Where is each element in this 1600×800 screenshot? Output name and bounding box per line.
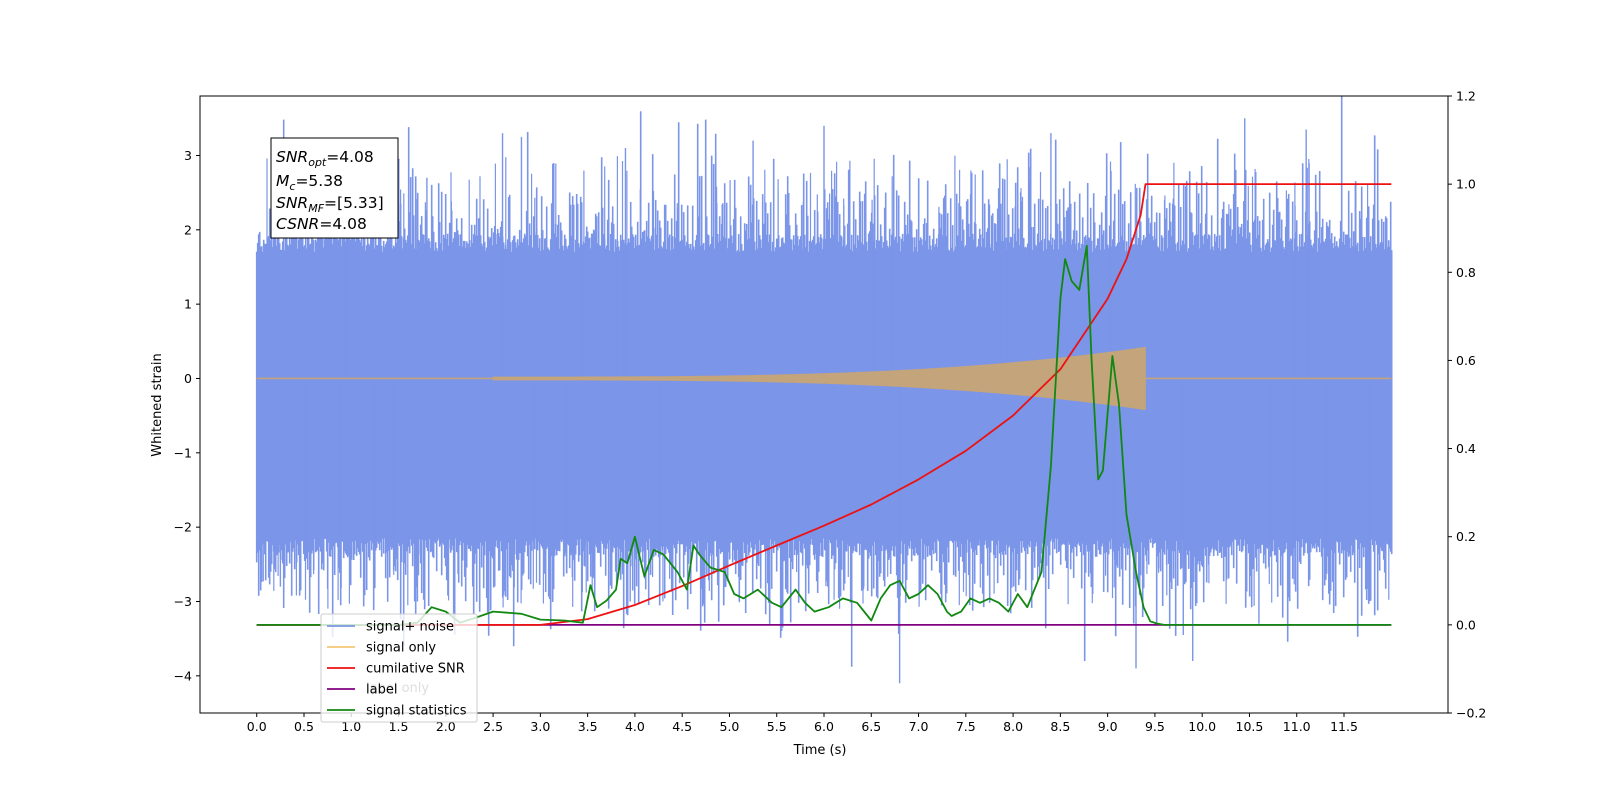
y2-tick-label: 0.0 bbox=[1456, 617, 1476, 632]
stats-annotation-box: SNRopt=4.08 Mc=5.38 SNRMF=[5.33] CSNR=4.… bbox=[270, 137, 399, 239]
x-tick-label: 7.5 bbox=[956, 719, 976, 734]
y-tick-label: −2 bbox=[174, 520, 192, 535]
x-tick-label: 0.0 bbox=[247, 719, 267, 734]
y2-tick-label: 0.4 bbox=[1456, 441, 1476, 456]
y2-tick-label: −0.2 bbox=[1456, 706, 1486, 721]
annotation-snr-opt: SNRopt=4.08 bbox=[276, 148, 374, 169]
signal-statistics-line bbox=[256, 244, 1392, 626]
y-axis-ticks: 3 2 1 0 −1 −2 −3 −4 bbox=[174, 148, 200, 683]
annotation-snr-mf: SNRMF=[5.33] bbox=[276, 194, 384, 215]
noise-excursions bbox=[262, 155, 1390, 609]
x-tick-label: 7.0 bbox=[909, 719, 929, 734]
legend-entry: label bbox=[366, 683, 397, 698]
y-axis-label: Whitened strain bbox=[150, 353, 165, 456]
x-tick-label: 5.0 bbox=[720, 719, 740, 734]
x-tick-label: 1.5 bbox=[389, 719, 409, 734]
x-tick-label: 1.0 bbox=[341, 719, 361, 734]
annotation-mc: Mc=5.38 bbox=[276, 172, 343, 193]
legend: label only signal+ noise signal only cumil… bbox=[320, 613, 478, 723]
y-tick-label: −1 bbox=[174, 445, 192, 460]
x-axis-ticks: 0.0 0.5 1.0 1.5 2.0 2.5 3.0 3.5 4.0 4.5 5.0 5.5 6.0 6… bbox=[247, 713, 1358, 734]
y-tick-label: 2 bbox=[184, 222, 192, 237]
y2-tick-label: 1.0 bbox=[1456, 177, 1476, 192]
x-tick-label: 2.0 bbox=[436, 719, 456, 734]
y2-tick-label: 1.2 bbox=[1456, 89, 1476, 104]
x-tick-label: 10.5 bbox=[1236, 719, 1264, 734]
x-tick-label: 10.0 bbox=[1188, 719, 1216, 734]
y-tick-label: −3 bbox=[174, 594, 192, 609]
x-tick-label: 4.5 bbox=[672, 719, 692, 734]
x-tick-label: 8.0 bbox=[1003, 719, 1023, 734]
x-tick-label: 3.5 bbox=[578, 719, 598, 734]
legend-entry: signal statistics bbox=[366, 704, 467, 719]
y2-tick-label: 0.2 bbox=[1456, 529, 1476, 544]
x-tick-label: 4.0 bbox=[625, 719, 645, 734]
signal-only-series bbox=[256, 346, 1392, 411]
x-axis-label: Time (s) bbox=[793, 743, 847, 758]
x-tick-label: 9.5 bbox=[1145, 719, 1165, 734]
x-tick-label: 11.5 bbox=[1330, 719, 1358, 734]
signal-plus-noise-series bbox=[255, 96, 1393, 684]
annotation-csnr: CSNR=4.08 bbox=[276, 215, 367, 233]
y2-tick-label: 0.6 bbox=[1456, 353, 1476, 368]
noise-spikes bbox=[279, 118, 1307, 684]
y-tick-label: 3 bbox=[184, 148, 192, 163]
cumulative-snr-line bbox=[256, 183, 1392, 626]
x-tick-label: 3.0 bbox=[530, 719, 550, 734]
y-tick-label: 1 bbox=[184, 297, 192, 312]
y-tick-label: −4 bbox=[174, 668, 192, 683]
y-tick-label: 0 bbox=[184, 371, 192, 386]
x-tick-label: 6.5 bbox=[861, 719, 881, 734]
x-tick-label: 8.5 bbox=[1050, 719, 1070, 734]
legend-entry: signal+ noise bbox=[366, 620, 454, 635]
legend-entry: signal only bbox=[366, 641, 436, 656]
legend-hidden-entry: label only bbox=[366, 681, 429, 696]
x-tick-label: 6.0 bbox=[814, 719, 834, 734]
x-tick-label: 2.5 bbox=[483, 719, 503, 734]
x-tick-label: 5.5 bbox=[767, 719, 787, 734]
x-tick-label: 11.0 bbox=[1283, 719, 1311, 734]
y2-axis-ticks: 1.2 1.0 0.8 0.6 0.4 0.2 0.0 −0.2 bbox=[1448, 89, 1486, 721]
legend-entry: cumilative SNR bbox=[366, 662, 465, 677]
x-tick-label: 9.0 bbox=[1098, 719, 1118, 734]
x-tick-label: 0.5 bbox=[294, 719, 314, 734]
y2-tick-label: 0.8 bbox=[1456, 265, 1476, 280]
